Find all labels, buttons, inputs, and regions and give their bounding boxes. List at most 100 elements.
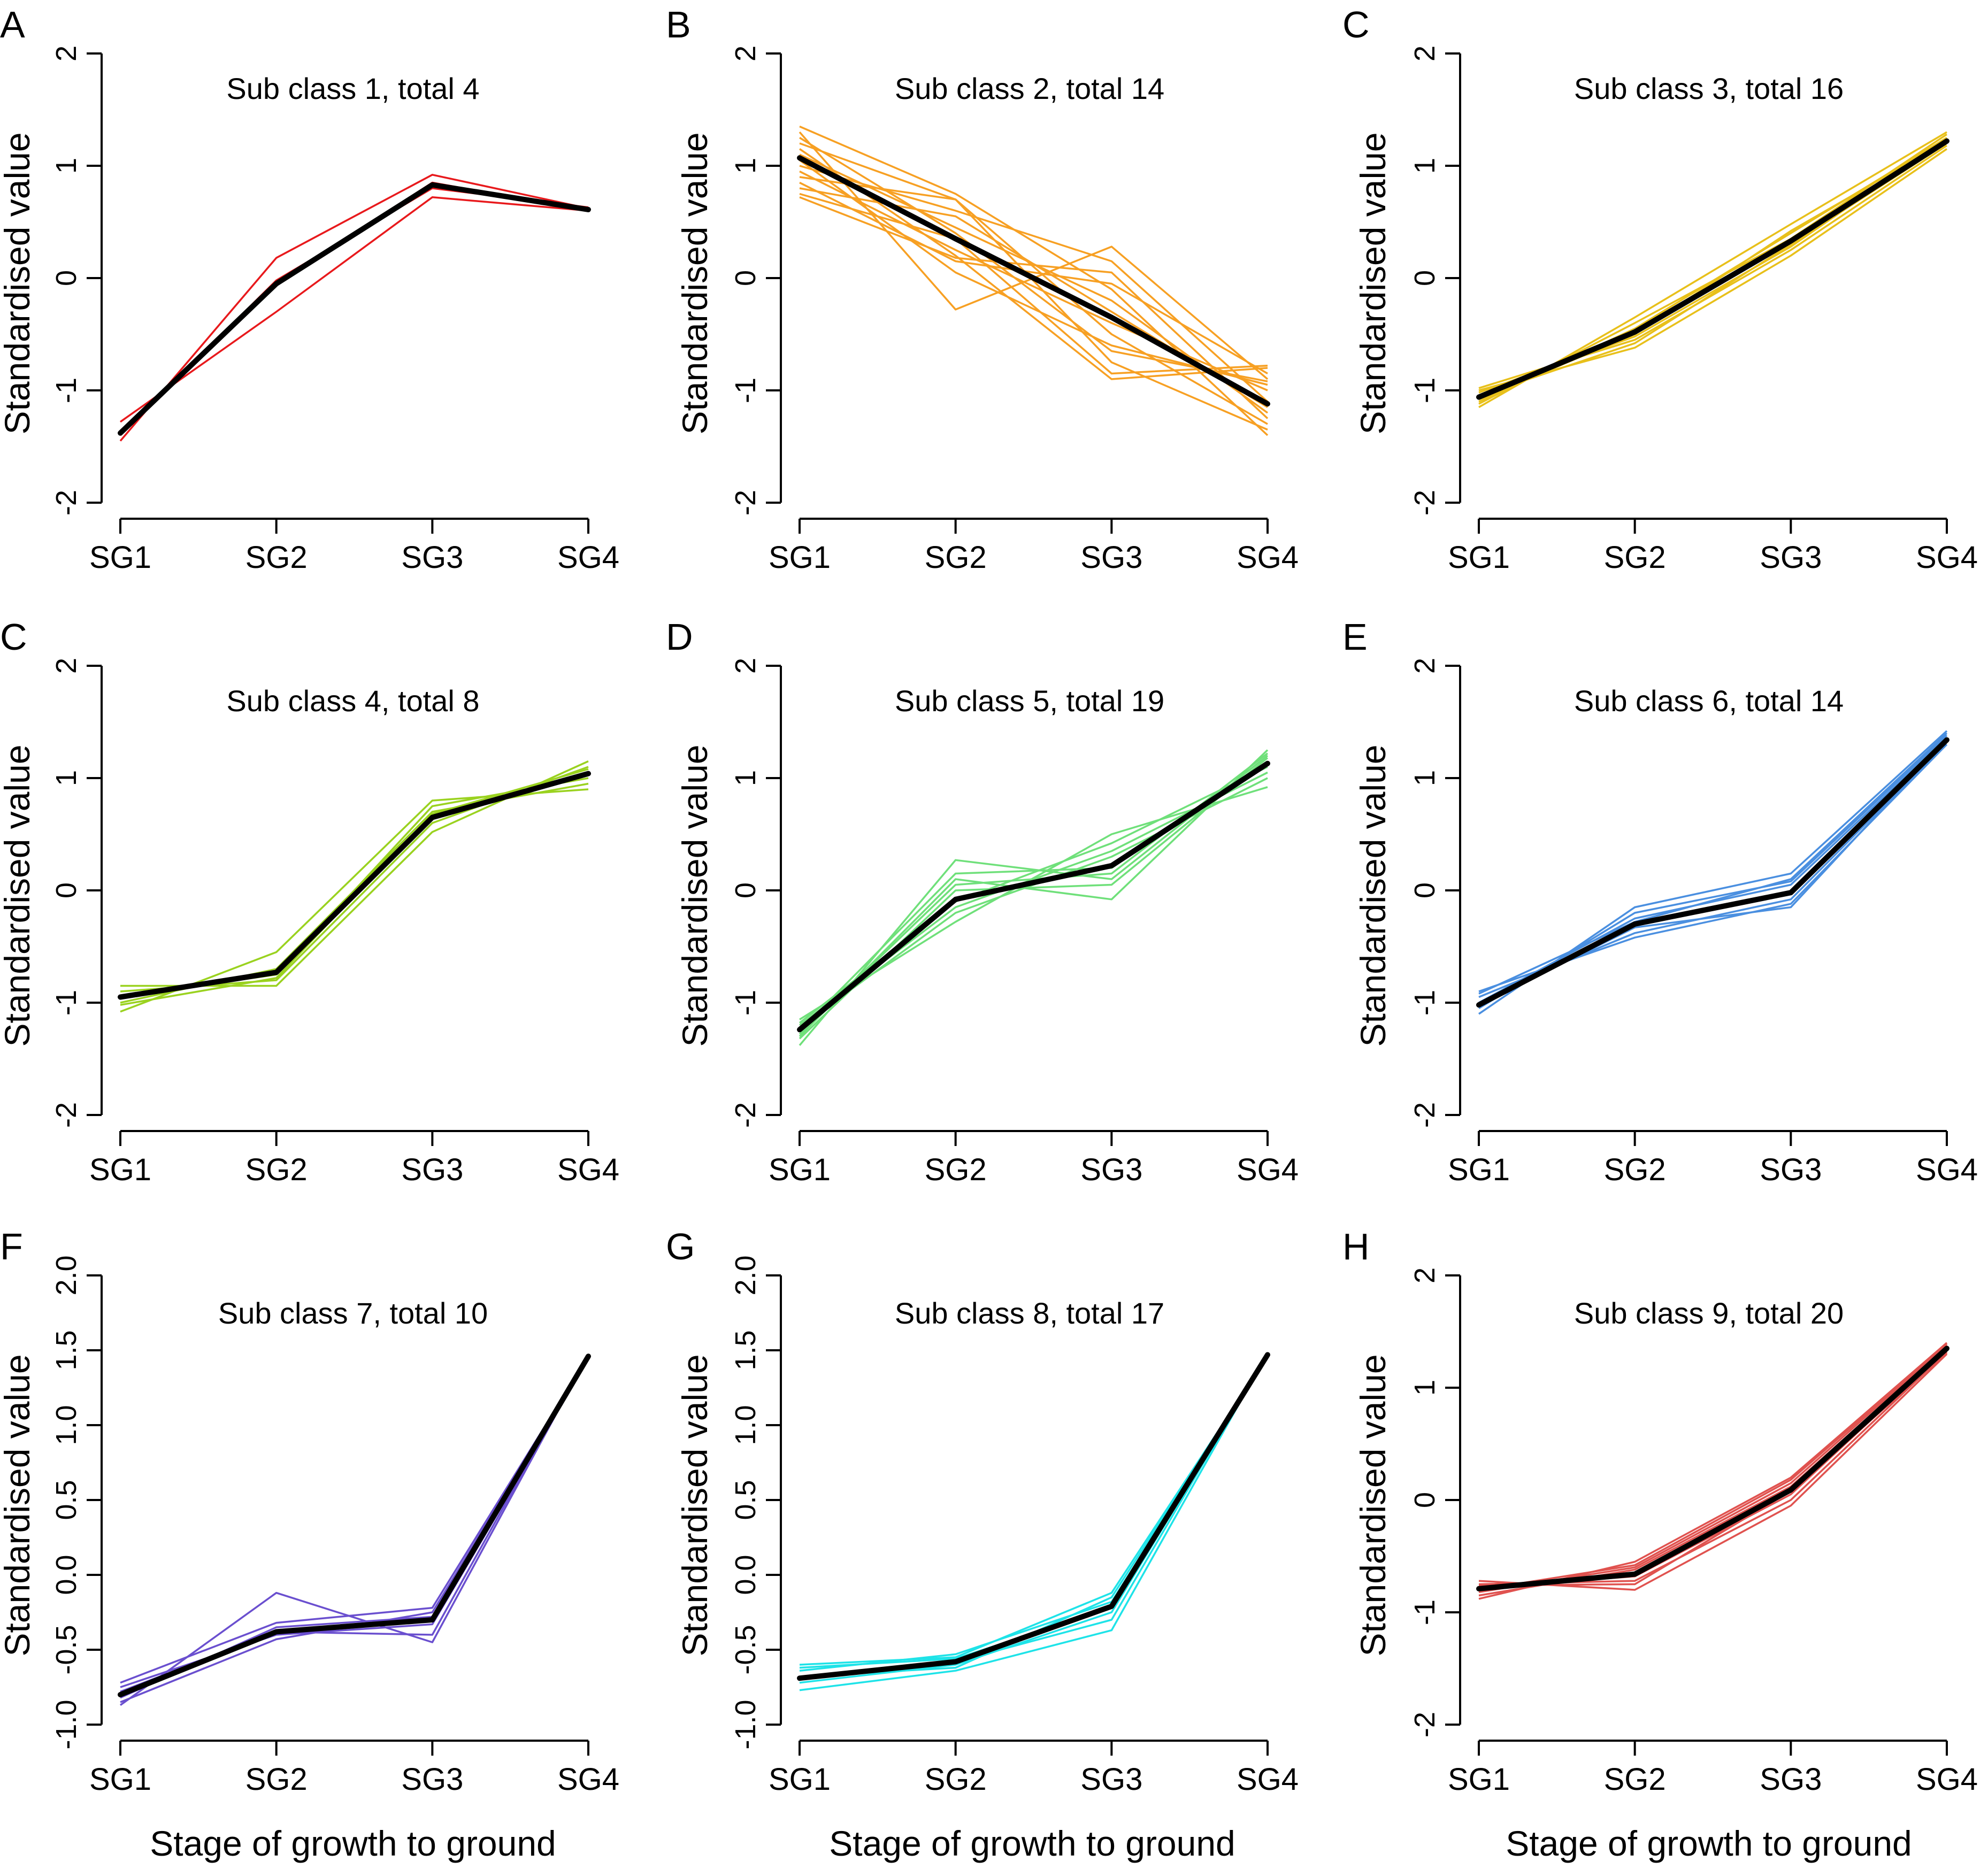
y-axis-label: Standardised value [0, 132, 37, 434]
x-tick-label: SG1 [89, 1152, 151, 1187]
y-axis: -2 -1 0 1 2 Standardised value [675, 45, 782, 516]
panel-5: D Sub class 5, total 19 -2 -1 0 1 2 Standardise… [666, 616, 1299, 1187]
y-tick-label: -2 [1409, 490, 1441, 516]
mean-series-line [797, 1352, 1270, 1681]
y-tick-label: 1.5 [50, 1330, 82, 1370]
series-line-9 [799, 757, 1269, 1040]
x-tick-label: SG4 [557, 1152, 619, 1187]
y-tick-label: -0.5 [730, 1625, 762, 1674]
y-tick-label: -2 [730, 490, 762, 516]
series-line-3 [1478, 1344, 1948, 1593]
x-tick-label: SG1 [1448, 1152, 1510, 1187]
series-group [797, 749, 1270, 1046]
panel-title: Sub class 2, total 14 [895, 72, 1164, 105]
series-line-5 [1478, 737, 1948, 1004]
y-tick-label: 1 [50, 770, 82, 786]
panel-letter: D [666, 616, 693, 658]
x-axis-label-2: Stage of growth to ground [829, 1824, 1235, 1863]
series-line-4 [119, 187, 589, 436]
y-axis: -1.0 -0.5 0.0 0.5 1.0 1.5 2.0 Standardised valu… [675, 1255, 782, 1750]
x-tick-label: SG3 [1760, 1762, 1822, 1797]
x-tick-label: SG3 [1080, 1152, 1142, 1187]
y-tick-label: 2 [50, 658, 82, 674]
y-tick-label: -1.0 [50, 1699, 82, 1749]
x-tick-label: SG1 [769, 1762, 831, 1797]
y-tick-label: -1.0 [730, 1699, 762, 1749]
series-line-5 [1478, 1347, 1948, 1597]
x-axis: SG1 SG2 SG3 SG4 [1448, 1130, 1978, 1187]
x-tick-label: SG3 [401, 1762, 463, 1797]
series-group [118, 174, 591, 442]
panel-letter: F [0, 1226, 23, 1267]
y-tick-label: 0 [50, 882, 82, 898]
series-line-1 [799, 1352, 1269, 1691]
y-tick-label: -1 [730, 990, 762, 1016]
panel-letter: E [1342, 616, 1368, 658]
x-tick-label: SG4 [1916, 1152, 1978, 1187]
y-tick-label: 1 [1409, 158, 1441, 174]
series-group [797, 1352, 1270, 1691]
x-tick-label: SG2 [245, 540, 308, 575]
x-tick-label: SG1 [1448, 1762, 1510, 1797]
series-line-8 [799, 766, 1268, 1024]
panel-3: C Sub class 3, total 16 -2 -1 0 1 2 Standardise… [1342, 4, 1978, 575]
series-line-5 [120, 777, 589, 998]
mean-series-line [118, 182, 591, 436]
series-group [1476, 1342, 1949, 1600]
x-tick-label: SG3 [401, 540, 463, 575]
series-line-5 [1478, 133, 1947, 405]
x-axis: SG1 SG2 SG3 SG4 [89, 1130, 619, 1187]
x-tick-label: SG4 [1916, 1762, 1978, 1797]
x-tick-label: SG1 [769, 1152, 831, 1187]
x-tick-label: SG2 [245, 1152, 308, 1187]
panel-letter: C [1342, 4, 1370, 45]
series-group [1476, 730, 1949, 1015]
y-axis-label: Standardised value [675, 132, 715, 434]
series-line-2 [799, 786, 1268, 1020]
series-line-7 [799, 752, 1269, 1035]
panel-title: Sub class 4, total 8 [226, 684, 479, 718]
x-tick-label: SG3 [1760, 1152, 1822, 1187]
series-line-4 [120, 766, 589, 993]
panel-title: Sub class 8, total 17 [895, 1296, 1164, 1330]
y-tick-label: 0.0 [50, 1555, 82, 1595]
x-tick-label: SG3 [1080, 1762, 1142, 1797]
series-line-6 [120, 768, 589, 1006]
mean-series-line [118, 771, 591, 1000]
x-tick-label: SG2 [1604, 540, 1666, 575]
series-line-1 [119, 174, 589, 442]
panel-letter: B [666, 4, 691, 45]
y-axis-label: Standardised value [675, 744, 715, 1047]
series-line-12 [799, 193, 1268, 375]
x-tick-label: SG2 [1604, 1152, 1666, 1187]
series-line-5 [120, 1356, 589, 1699]
y-tick-label: -1 [50, 378, 82, 403]
y-tick-label: -1 [1409, 1599, 1441, 1625]
y-tick-label: 1.0 [730, 1405, 762, 1445]
x-tick-label: SG4 [1916, 540, 1978, 575]
series-line-3 [799, 142, 1268, 425]
y-tick-label: 0 [730, 882, 762, 898]
series-line-2 [120, 1356, 589, 1684]
x-tick-label: SG2 [925, 1762, 987, 1797]
y-tick-label: -1 [1409, 378, 1441, 403]
y-tick-label: -1 [1409, 990, 1441, 1016]
panel-6: E Sub class 6, total 14 -2 -1 0 1 2 Standardise… [1342, 616, 1978, 1187]
x-tick-label: SG1 [89, 540, 151, 575]
y-tick-label: 0 [1409, 882, 1441, 898]
y-axis-label: Standardised value [0, 744, 37, 1047]
x-tick-label: SG2 [245, 1762, 308, 1797]
series-group [1476, 131, 1949, 409]
x-tick-label: SG2 [925, 540, 987, 575]
x-axis: SG1 SG2 SG3 SG4 [89, 1740, 619, 1797]
y-tick-label: -2 [1409, 1712, 1441, 1737]
x-tick-label: SG3 [401, 1152, 463, 1187]
x-axis-label-3: Stage of growth to ground [1506, 1824, 1912, 1863]
x-axis: SG1 SG2 SG3 SG4 [769, 518, 1299, 575]
x-tick-label: SG1 [89, 1762, 151, 1797]
x-tick-label: SG3 [1080, 540, 1142, 575]
series-line-2 [799, 1356, 1269, 1666]
series-line-1 [1478, 1342, 1948, 1600]
y-axis-label: Standardised value [0, 1354, 37, 1656]
y-tick-label: 0.0 [730, 1555, 762, 1595]
